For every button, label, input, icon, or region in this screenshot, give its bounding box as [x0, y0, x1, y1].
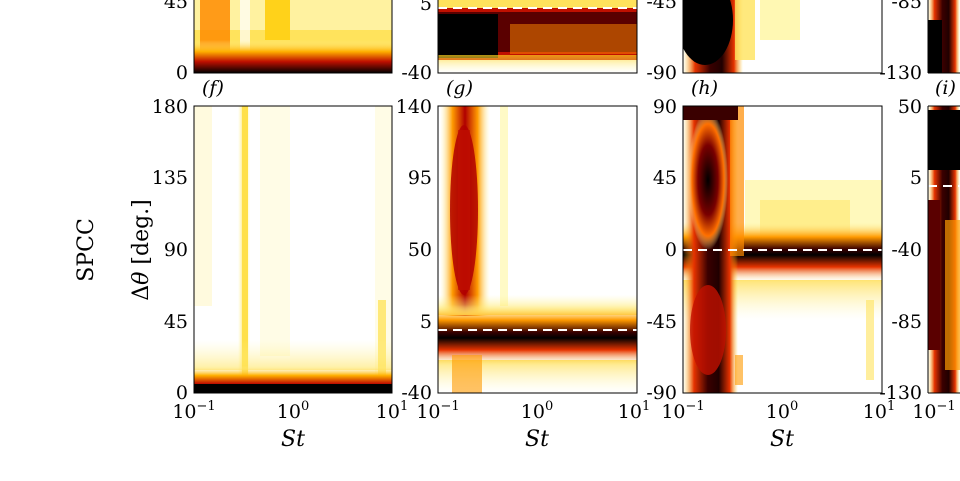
- panel-label-h: (h): [691, 77, 718, 99]
- panel-h-xticks: 10−1 100 101: [661, 399, 895, 423]
- top-row-panels: 45 0 5 -40 -45 -90: [164, 0, 960, 84]
- top-panel-3-ytick-upper: -45: [646, 0, 677, 13]
- top-panel-3-frame: [682, 0, 883, 74]
- panel-g-ytick: 5: [420, 311, 432, 333]
- top-panel-1-heatmap: [194, 0, 392, 73]
- panel-f-xtick: 100: [277, 399, 309, 423]
- panel-h-yticks: -90 -45 0 45 90: [646, 96, 677, 404]
- top-panel-3-heatmap: [683, 0, 882, 73]
- panel-f-ytick: 0: [176, 382, 188, 404]
- panel-i-ytick: -40: [891, 239, 922, 261]
- top-panel-2-frame: [437, 0, 638, 74]
- panel-f-xticks: 10−1 100 101: [172, 399, 408, 423]
- panel-g-ytick: 95: [408, 167, 432, 189]
- top-panel-4-ytick-lower: -130: [879, 62, 922, 84]
- top-panel-4-heatmap: [928, 0, 960, 73]
- top-panel-2-ytick-upper: 5: [420, 0, 432, 15]
- panel-i-yticks: -130 -85 -40 5 50: [879, 96, 922, 404]
- panel-h-xtick: 100: [766, 399, 798, 423]
- panel-i-ytick: 5: [910, 167, 922, 189]
- panel-label-i: (i): [935, 77, 956, 99]
- panel-f-yticks: 0 45 90 135 180: [152, 96, 188, 404]
- y-axis-label: Δθ [deg.]: [129, 199, 154, 300]
- panel-f-ytick: 90: [164, 239, 188, 261]
- panel-label-f: (f): [202, 77, 224, 99]
- panel-f-ytick: 180: [152, 96, 188, 118]
- panel-g-xtick: 10−1: [416, 399, 459, 423]
- panel-g-xticks: 10−1 100 101: [416, 399, 650, 423]
- panel-h-ytick: 0: [665, 239, 677, 261]
- panel-i: -130 -85 -40 5 50 10−1: [879, 96, 960, 423]
- panel-h-ytick: 45: [653, 167, 677, 189]
- panel-h-ytick: -45: [646, 311, 677, 333]
- panel-f-heatmap: [194, 106, 392, 393]
- panel-i-ytick: -85: [891, 311, 922, 333]
- top-panel-3-ytick-lower: -90: [646, 62, 677, 84]
- panel-f: 0 45 90 135 180 10−1 100 101 St: [152, 96, 409, 452]
- panel-g-ytick: 140: [396, 96, 432, 118]
- panel-g-xtick: 100: [521, 399, 553, 423]
- panel-f-frame: [193, 105, 393, 394]
- top-panel-2-heatmap: [438, 0, 637, 73]
- panel-f-xtick: 10−1: [172, 399, 215, 423]
- top-panel-2-ytick-lower: -40: [401, 62, 432, 84]
- panel-f-xlabel: St: [281, 427, 305, 452]
- top-panel-1-ytick-upper: 45: [164, 0, 188, 13]
- panel-g-ytick: -40: [401, 382, 432, 404]
- panel-h-xlabel: St: [770, 427, 794, 452]
- panel-label-g: (g): [446, 77, 473, 99]
- panel-g-heatmap: [438, 106, 637, 393]
- top-panel-4-ytick-upper: -85: [891, 0, 922, 13]
- panel-g-frame: [437, 105, 638, 394]
- top-panel-1-frame: [193, 0, 393, 74]
- panel-g-ytick: 50: [408, 239, 432, 261]
- row-label: SPCC: [74, 218, 99, 282]
- panel-i-xtick: 10−1: [912, 399, 955, 423]
- panel-h-frame: [682, 105, 883, 394]
- panel-h-ytick: -90: [646, 382, 677, 404]
- panel-g-xtick: 101: [618, 399, 650, 423]
- panel-h-ytick: 90: [653, 96, 677, 118]
- panel-f-ytick: 45: [164, 311, 188, 333]
- panel-h: -90 -45 0 45 90 10−1 100 101 St: [646, 96, 895, 452]
- panel-i-heatmap: [928, 106, 960, 393]
- panel-h-xtick: 10−1: [661, 399, 704, 423]
- panel-g-yticks: -40 5 50 95 140: [396, 96, 432, 404]
- panel-f-xtick: 101: [376, 399, 408, 423]
- panel-i-xticks: 10−1: [912, 399, 955, 423]
- panel-g: -40 5 50 95 140 10−1 100 101 St: [396, 96, 651, 452]
- top-panel-1-ytick-lower: 0: [176, 62, 188, 84]
- panel-f-ytick: 135: [152, 167, 188, 189]
- panel-i-ytick: 50: [898, 96, 922, 118]
- panel-g-xlabel: St: [525, 427, 549, 452]
- panel-i-ytick: -130: [879, 382, 922, 404]
